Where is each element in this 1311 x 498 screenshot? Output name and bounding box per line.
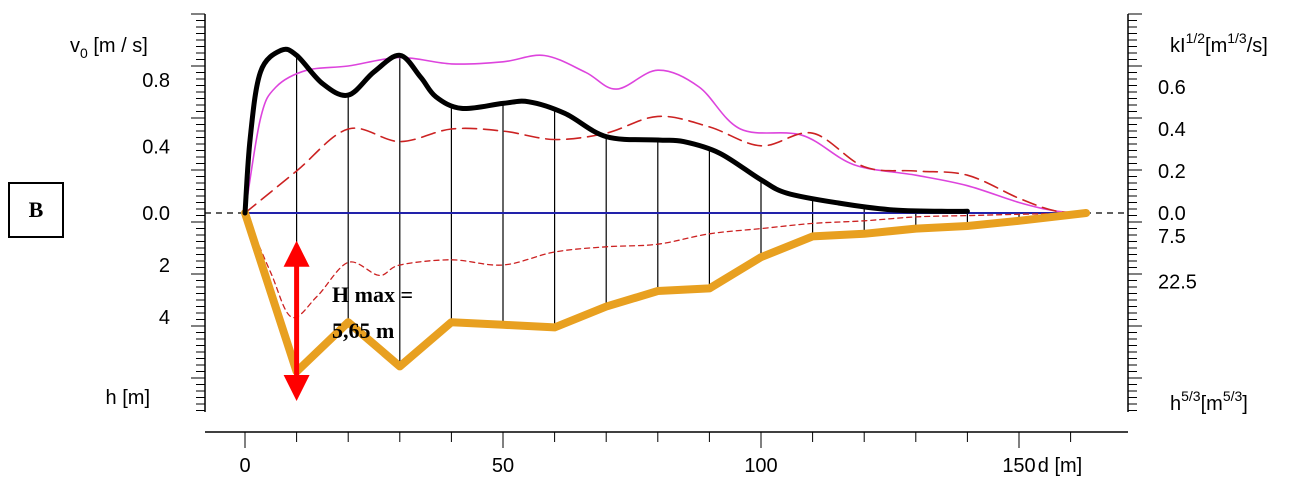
right-top-tick-label: 0.6 <box>1158 77 1186 99</box>
series-v0 <box>242 46 970 216</box>
left-top-tick-label: 0.0 <box>142 203 170 225</box>
series-kl <box>244 54 1087 214</box>
right-bottom-tick-label: 7.5 <box>1158 226 1186 248</box>
annotation-line2: 5,65 m <box>332 318 394 343</box>
hmax-arrow-head-bottom <box>283 375 310 401</box>
hmax-arrow <box>283 240 310 401</box>
left-bottom-tick-label: 2 <box>159 255 170 277</box>
panel-label-box: B <box>8 182 64 238</box>
x-tick-label: 50 <box>492 455 514 477</box>
series-h53 <box>241 209 1091 376</box>
left-bottom-tick-label: 4 <box>159 307 170 329</box>
series-dashed_short <box>244 212 1087 319</box>
left-bottom-axis-label: h [m] <box>106 387 150 409</box>
x-tick-label: 0 <box>239 455 250 477</box>
right-top-tick-label: 0.2 <box>1158 161 1186 183</box>
axes <box>191 13 1142 448</box>
right-bottom-tick-label: 22.5 <box>1158 272 1197 294</box>
right-top-tick-label: 0.0 <box>1158 203 1186 225</box>
axis-labels: 0 50 100 150 d [m] v0 [m / s] 0.8 0.4 0.0 2 4 h [m]… <box>70 30 1268 477</box>
x-tick-label: 150 <box>1002 455 1035 477</box>
panel-label: B <box>28 197 44 222</box>
right-top-axis-label: kI1/2[m1/3/s] <box>1170 30 1268 57</box>
left-top-tick-label: 0.4 <box>142 137 170 159</box>
left-top-axis-label: v0 [m / s] <box>70 35 148 61</box>
series-dashed_long <box>244 115 1087 214</box>
hmax-arrow-head-top <box>283 240 310 267</box>
series-group <box>241 46 1091 376</box>
x-tick-label: 100 <box>744 455 777 477</box>
left-top-tick-label: 0.8 <box>142 70 170 92</box>
annotation-line1: H max = <box>332 282 413 307</box>
right-top-tick-label: 0.4 <box>1158 119 1186 141</box>
right-bottom-axis-label: h5/3[m5/3] <box>1170 388 1248 415</box>
x-axis-label: d [m] <box>1038 455 1082 477</box>
